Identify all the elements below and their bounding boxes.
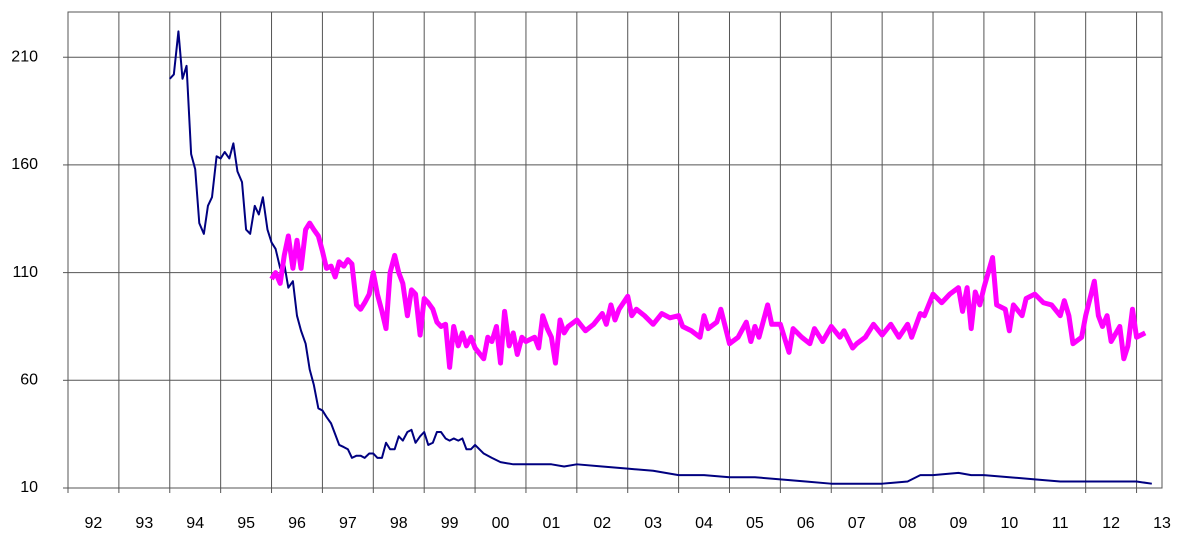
- x-tick-label: 06: [797, 515, 815, 532]
- y-tick-label: 110: [12, 264, 38, 281]
- x-tick-label: 11: [1052, 515, 1069, 532]
- x-tick-label: 07: [848, 515, 866, 532]
- x-tick-label: 93: [135, 515, 153, 532]
- x-tick-label: 96: [288, 515, 306, 532]
- x-tick-label: 03: [644, 515, 662, 532]
- x-tick-label: 97: [339, 515, 357, 532]
- x-tick-label: 99: [441, 515, 459, 532]
- x-tick-label: 10: [1000, 515, 1018, 532]
- x-tick-label: 04: [695, 515, 713, 532]
- x-tick-label: 95: [237, 515, 255, 532]
- x-tick-label: 00: [492, 515, 510, 532]
- x-tick-label: 94: [186, 515, 204, 532]
- y-tick-label: 60: [20, 372, 38, 389]
- y-tick-label: 210: [11, 48, 38, 65]
- x-tick-label: 02: [593, 515, 611, 532]
- x-tick-label: 98: [390, 515, 408, 532]
- y-tick-label: 10: [20, 479, 38, 496]
- x-tick-label: 09: [950, 515, 968, 532]
- x-tick-label: 05: [746, 515, 764, 532]
- x-tick-label: 01: [542, 515, 560, 532]
- y-tick-label: 160: [11, 156, 38, 173]
- series-line: [269, 220, 1147, 370]
- x-tick-label: 92: [85, 515, 103, 532]
- plot-frame: [67, 11, 1163, 489]
- x-tick-label: 12: [1102, 515, 1120, 532]
- series-line: [169, 30, 1152, 485]
- x-tick-label: 13: [1153, 515, 1171, 532]
- x-tick-label: 08: [899, 515, 917, 532]
